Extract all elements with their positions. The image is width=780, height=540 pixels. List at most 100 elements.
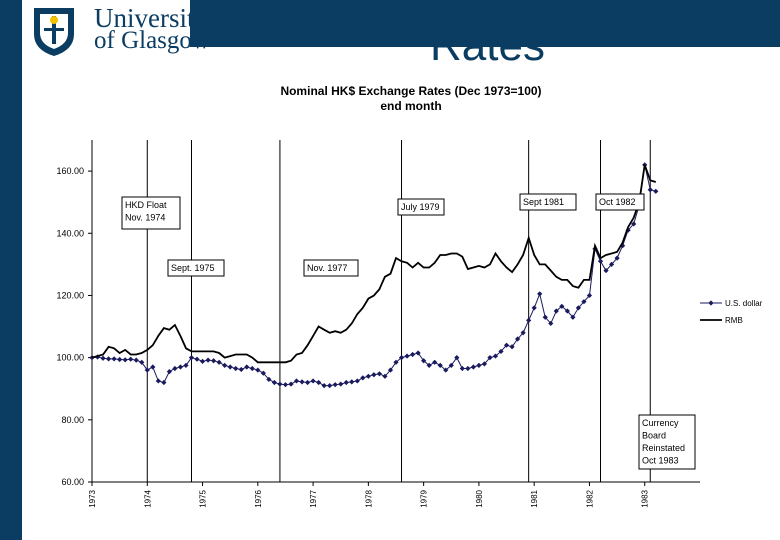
usd-data-point [332, 382, 338, 388]
usd-data-point [288, 381, 294, 387]
x-tick-label: 1973 [88, 489, 97, 507]
event-label-box [397, 198, 445, 216]
y-tick-label: 120.00 [56, 290, 84, 300]
usd-data-point [476, 362, 482, 369]
event-label-text: Currency [642, 418, 679, 428]
event-label-text: HKD Float [125, 200, 167, 210]
event-label-text: Nov. 1977 [307, 263, 347, 273]
left-brand-bar [0, 0, 22, 540]
usd-data-point [327, 383, 333, 389]
usd-data-point [128, 356, 134, 362]
usd-data-point [360, 375, 366, 381]
usd-data-point [564, 308, 570, 314]
usd-data-point [492, 353, 499, 359]
usd-data-point [459, 365, 465, 372]
usd-data-point [260, 370, 266, 376]
usd-data-point [166, 369, 172, 375]
usd-data-point [172, 365, 178, 372]
usd-data-point [487, 355, 493, 361]
usd-data-point [570, 314, 576, 320]
usd-data-point [365, 373, 371, 379]
usd-data-point [354, 378, 360, 384]
usd-data-point [343, 379, 349, 386]
usd-data-point [271, 379, 277, 386]
usd-data-point [537, 291, 543, 297]
usd-data-point [371, 372, 377, 378]
usd-data-point [117, 356, 123, 363]
event-label-box [303, 259, 359, 277]
usd-data-point [304, 379, 311, 386]
usd-data-point [211, 358, 217, 364]
usd-data-point [553, 308, 559, 314]
usd-data-point [177, 364, 184, 370]
usd-data-point [105, 356, 112, 362]
event-label-box [167, 259, 225, 277]
y-tick-label: 80.00 [61, 415, 84, 425]
usd-data-point [526, 317, 532, 323]
x-tick-label: 1980 [475, 489, 484, 507]
usd-data-point [194, 356, 200, 362]
event-label-text: Board [642, 431, 666, 441]
usd-data-point [282, 382, 289, 388]
usd-data-point [255, 367, 261, 373]
usd-data-point [144, 367, 150, 373]
usd-data-point [531, 305, 537, 311]
usd-data-point [454, 355, 460, 361]
usd-data-point [542, 314, 548, 320]
usd-data-point [310, 378, 316, 384]
usd-data-point [631, 221, 637, 227]
series-line-rmb [91, 164, 657, 364]
usd-data-point [338, 381, 344, 387]
event-label-box [595, 193, 645, 211]
usd-data-point [548, 320, 554, 327]
usd-data-point [597, 258, 604, 264]
usd-data-point [161, 379, 167, 386]
usd-data-point [586, 292, 593, 299]
usd-data-point [404, 353, 410, 359]
usd-data-point [575, 305, 581, 311]
y-tick-label: 140.00 [56, 228, 84, 238]
x-tick-label: 1978 [364, 489, 373, 507]
usd-data-point [415, 350, 421, 356]
usd-data-point [393, 359, 399, 365]
event-label-text: Reinstated [642, 443, 685, 453]
usd-data-point [581, 299, 587, 305]
event-label-text: Nov. 1974 [125, 213, 165, 223]
chart-title-block: Nominal HK$ Exchange Rates (Dec 1973=100… [250, 84, 572, 114]
event-label-box [638, 414, 696, 470]
chart-subtitle: end month [380, 99, 442, 113]
usd-data-point [376, 371, 383, 377]
logo-text-glasgow: of Glasgow [94, 27, 210, 54]
x-tick-label: 1981 [530, 489, 539, 507]
event-label-box [519, 193, 577, 211]
slide-title: Rates [430, 21, 545, 70]
usd-data-point [188, 355, 195, 361]
usd-data-point [448, 362, 454, 369]
usd-data-point [139, 359, 145, 365]
usd-data-point [222, 362, 228, 369]
event-label-box [121, 196, 181, 230]
usd-data-point [603, 267, 609, 274]
usd-data-point [481, 361, 488, 367]
usd-data-point [244, 364, 250, 370]
usd-data-point [437, 362, 443, 369]
usd-data-point [277, 381, 283, 387]
usd-data-point [199, 358, 206, 364]
usd-data-point [559, 303, 565, 309]
top-brand-bar [190, 0, 780, 47]
usd-data-point [503, 342, 510, 348]
usd-data-point [421, 358, 427, 364]
x-tick-label: 1982 [585, 489, 594, 507]
usd-data-point [216, 359, 222, 365]
usd-data-point [122, 357, 128, 363]
usd-data-point [520, 330, 526, 336]
chart-title: Nominal HK$ Exchange Rates (Dec 1973=100… [280, 84, 542, 98]
usd-data-point [349, 379, 355, 385]
usd-data-point [470, 364, 476, 370]
event-label-text: Sept. 1975 [171, 263, 215, 273]
usd-data-point [238, 366, 244, 373]
usd-data-point [426, 362, 432, 369]
legend-usd-marker [708, 300, 714, 306]
usd-data-point [133, 357, 139, 363]
